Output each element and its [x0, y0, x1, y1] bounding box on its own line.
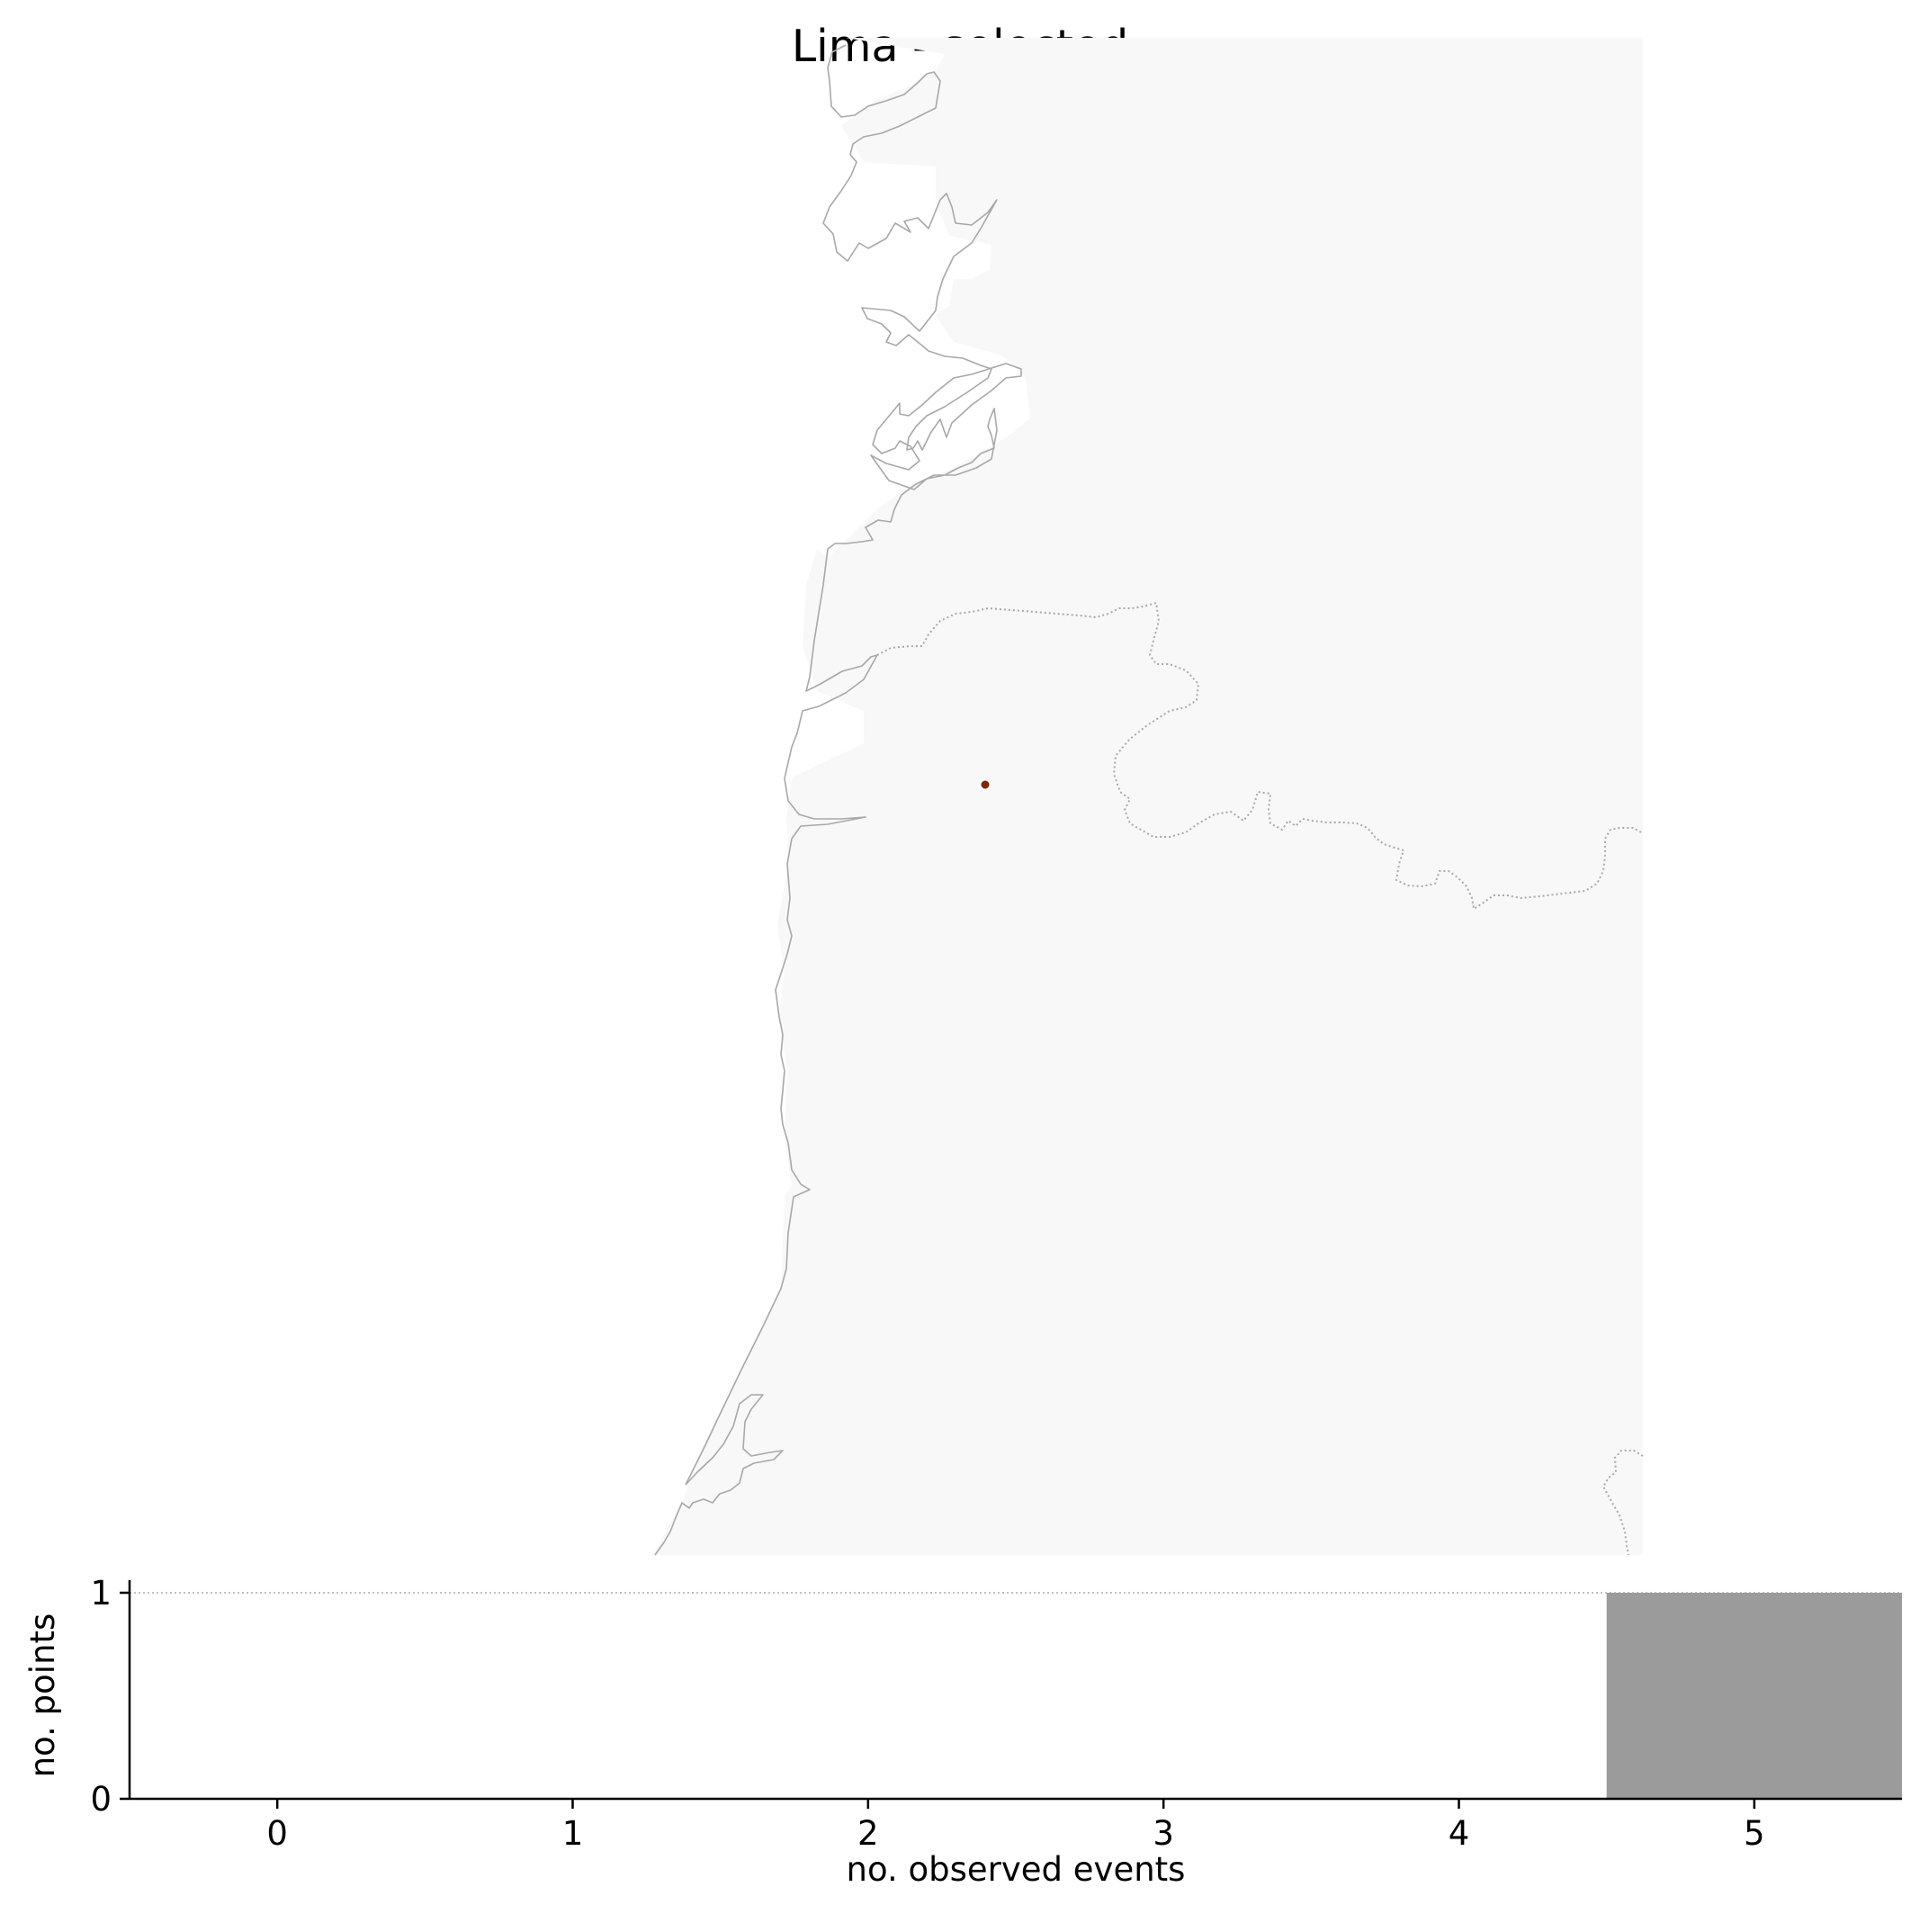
- x-tick-label-5: 5: [1744, 1814, 1765, 1853]
- bar-5: [1606, 1593, 1902, 1799]
- bars-group: [1606, 1593, 1902, 1799]
- x-tick-label-3: 3: [1153, 1814, 1174, 1853]
- map-land-area: [652, 38, 1643, 1555]
- map-border-north: [876, 601, 1644, 911]
- x-tick-label-4: 4: [1449, 1814, 1470, 1853]
- y-tick-label-1: 1: [90, 1574, 112, 1613]
- x-tick-label-2: 2: [857, 1814, 879, 1853]
- map-panel: [652, 38, 1644, 1556]
- map-coastline: [654, 44, 1022, 1556]
- y-axis-label: no. points: [23, 1613, 62, 1778]
- y-tick-label-0: 0: [90, 1780, 112, 1819]
- map-data-point: [981, 780, 990, 789]
- x-tick-label-0: 0: [266, 1814, 288, 1853]
- y-axis-ticks: 01: [90, 1574, 130, 1819]
- x-tick-label-1: 1: [562, 1814, 584, 1853]
- x-axis-ticks: 0 1 2 3 4 5: [266, 1799, 1765, 1853]
- x-axis-label: no. observed events: [847, 1850, 1186, 1889]
